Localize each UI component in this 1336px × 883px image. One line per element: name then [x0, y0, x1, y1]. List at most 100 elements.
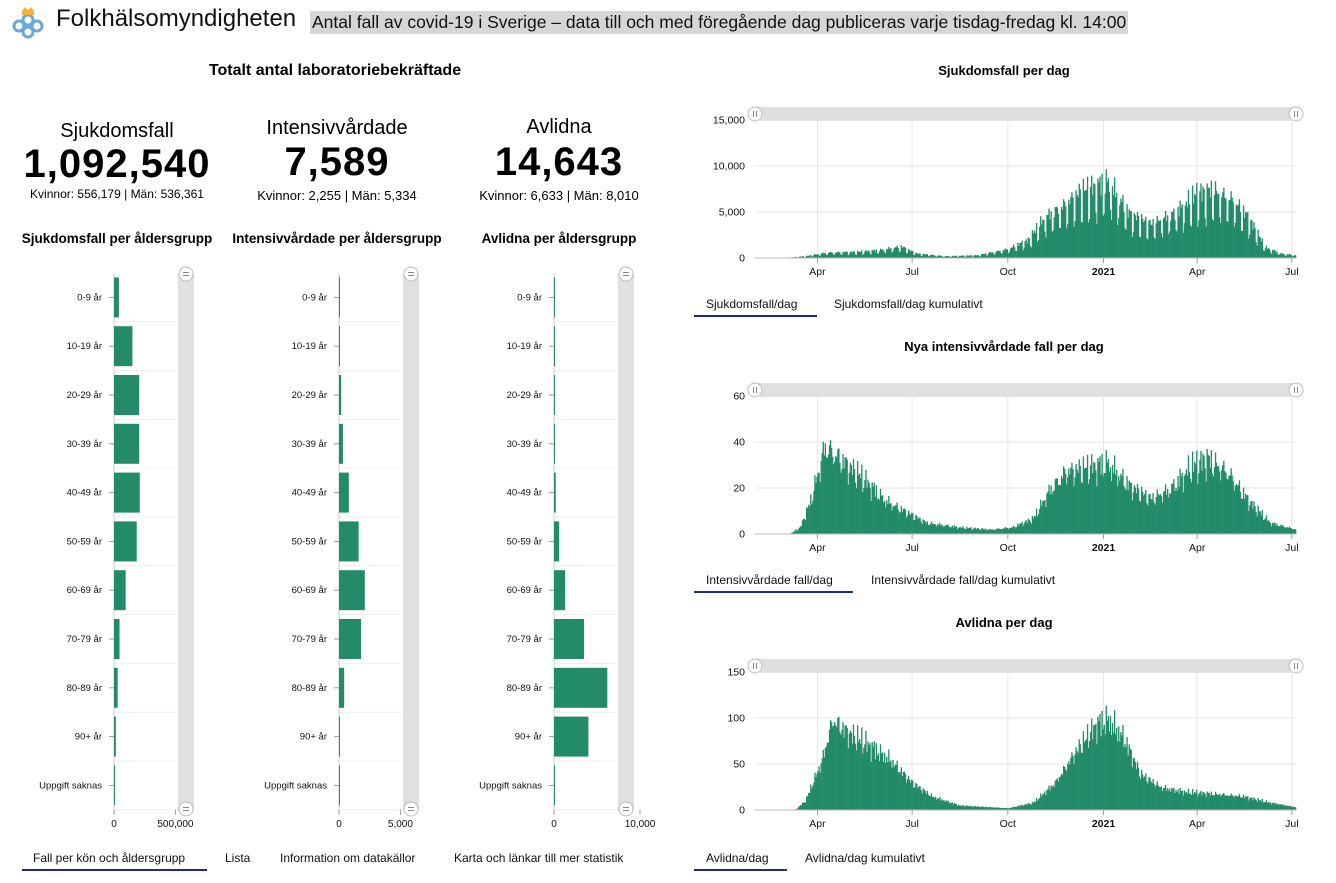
- daily-bar: [887, 762, 889, 810]
- daily-bar: [894, 764, 896, 810]
- tab-deaths-day-cumulative[interactable]: Avlidna/dag kumulativt: [805, 851, 925, 865]
- daily-bar: [1178, 486, 1180, 534]
- tab-icu-day-cumulative[interactable]: Intensivvårdade fall/dag kumulativt: [871, 573, 1056, 587]
- tab-cases-day[interactable]: Sjukdomsfall/dag: [706, 297, 798, 311]
- daily-bar: [1243, 499, 1246, 534]
- daily-bar: [1275, 252, 1277, 258]
- daily-bar: [912, 513, 914, 534]
- daily-bar: [867, 250, 869, 258]
- daily-bar: [1065, 769, 1067, 810]
- daily-bar: [1251, 797, 1253, 810]
- daily-bar: [1203, 792, 1205, 810]
- x-tick-label: Jul: [905, 266, 918, 278]
- daily-bar: [929, 524, 932, 534]
- daily-bar: [791, 532, 793, 534]
- daily-bar: [1053, 490, 1055, 534]
- daily-bar: [919, 253, 921, 258]
- daily-bar: [868, 482, 870, 534]
- x-tick-label: 2021: [1092, 542, 1116, 554]
- daily-bar: [1272, 249, 1274, 258]
- daily-bar: [1029, 803, 1032, 810]
- daily-bar: [1087, 222, 1090, 258]
- daily-bar: [1172, 483, 1174, 534]
- tab-list[interactable]: Lista: [225, 851, 251, 865]
- tab-data-sources[interactable]: Information om datakällor: [280, 851, 416, 865]
- daily-bar: [958, 255, 961, 258]
- daily-bar: [1020, 523, 1022, 534]
- daily-bar: [1268, 521, 1271, 534]
- daily-bar: [922, 788, 924, 810]
- daily-bar: [1260, 801, 1262, 810]
- daily-bar: [1208, 187, 1210, 258]
- daily-bar: [1129, 482, 1131, 534]
- daily-bar: [1279, 526, 1281, 534]
- daily-bar: [1059, 485, 1062, 534]
- daily-bar: [1002, 250, 1004, 258]
- daily-bar: [1093, 183, 1095, 258]
- daily-bar: [1153, 237, 1155, 258]
- tab-deaths-day[interactable]: Avlidna/dag: [706, 851, 769, 865]
- daily-bar: [1003, 528, 1005, 534]
- daily-bar: [1236, 485, 1239, 534]
- daily-bar: [1225, 198, 1227, 258]
- daily-bar: [955, 526, 958, 534]
- daily-bar: [926, 521, 929, 534]
- daily-bar: [795, 808, 797, 810]
- age-bar: [339, 423, 343, 464]
- daily-bar: [841, 729, 843, 810]
- tab-cases-day-cumulative[interactable]: Sjukdomsfall/dag kumulativt: [834, 297, 983, 311]
- daily-bar: [1019, 523, 1021, 534]
- daily-bar: [1267, 802, 1270, 810]
- tab-gender-age[interactable]: Fall per kön och åldersgrupp: [33, 851, 186, 865]
- daily-bar: [834, 254, 836, 258]
- daily-bar: [1159, 220, 1162, 258]
- age-bar: [554, 765, 555, 806]
- daily-bar: [1043, 793, 1045, 810]
- daily-bar: [1191, 788, 1194, 810]
- daily-bar: [1134, 487, 1137, 534]
- daily-bar: [864, 251, 866, 258]
- daily-bar: [1216, 794, 1219, 810]
- daily-bar: [991, 529, 993, 534]
- tab-map-links[interactable]: Karta och länkar till mer statistik: [454, 851, 624, 865]
- daily-bar: [968, 527, 970, 534]
- daily-bar: [1235, 796, 1237, 810]
- daily-bar: [993, 254, 995, 258]
- daily-bar: [848, 472, 850, 534]
- daily-bar: [871, 742, 873, 810]
- daily-bar: [1214, 181, 1217, 258]
- daily-bar: [1103, 724, 1105, 810]
- daily-bar: [887, 503, 889, 534]
- daily-bar: [912, 251, 914, 258]
- daily-bar: [1011, 247, 1014, 258]
- tab-icu-day[interactable]: Intensivvårdade fall/dag: [706, 573, 833, 587]
- daily-bar: [1232, 202, 1234, 258]
- daily-bar: [969, 806, 971, 810]
- daily-bar: [798, 256, 801, 258]
- daily-bar: [1105, 169, 1107, 258]
- daily-bar: [1120, 473, 1122, 534]
- age-scroll-handle-top: [403, 266, 419, 282]
- y-tick-label: 50: [733, 759, 745, 771]
- daily-bar: [841, 469, 843, 534]
- daily-bar: [1025, 520, 1027, 534]
- daily-bar: [1085, 190, 1088, 258]
- daily-bar: [910, 515, 912, 534]
- daily-bar: [802, 518, 805, 534]
- daily-bar: [1116, 469, 1118, 534]
- daily-bar: [988, 253, 990, 258]
- daily-bar: [987, 530, 989, 534]
- daily-bar: [803, 802, 806, 810]
- daily-bar: [810, 254, 812, 258]
- daily-bar: [1257, 505, 1259, 534]
- daily-bar: [861, 464, 863, 534]
- daily-bar: [924, 791, 926, 810]
- daily-bar: [830, 447, 833, 534]
- daily-bar: [1128, 480, 1130, 534]
- age-scroll-handle-bottom: [403, 801, 419, 817]
- age-bar: [554, 277, 555, 318]
- daily-bar: [978, 256, 981, 258]
- daily-bar: [800, 256, 803, 258]
- daily-bar: [1193, 794, 1195, 810]
- daily-bar: [871, 250, 873, 258]
